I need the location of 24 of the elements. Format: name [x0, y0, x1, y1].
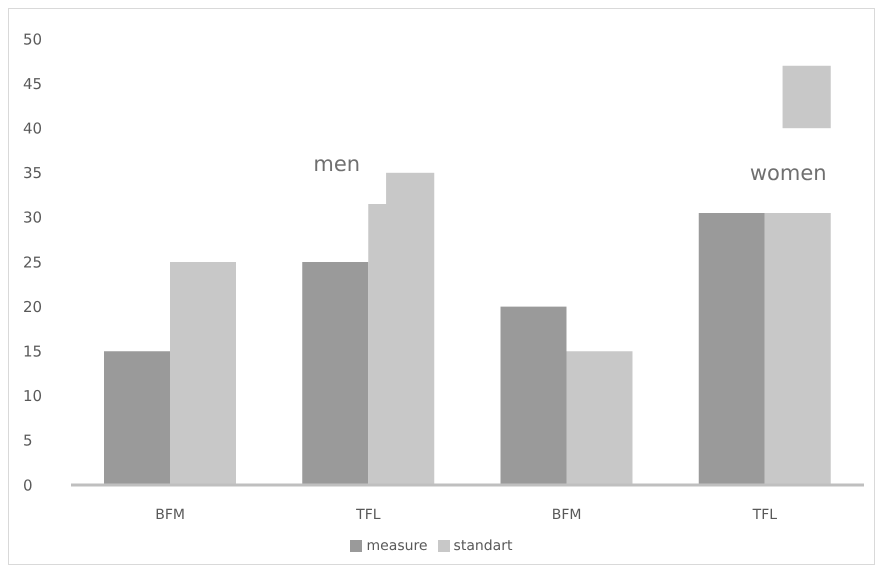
x-tick-label: BFM [552, 506, 582, 523]
bar [302, 262, 368, 485]
legend-label: measure [366, 538, 428, 554]
y-tick-label: 10 [23, 387, 42, 406]
y-tick-label: 30 [23, 208, 42, 227]
annotation: men [313, 152, 360, 176]
y-tick-label: 15 [23, 342, 42, 361]
bar [104, 351, 170, 485]
annotation: women [750, 160, 827, 184]
bar [500, 306, 566, 485]
y-tick-label: 35 [23, 164, 42, 182]
x-tick-label: TFL [752, 506, 778, 523]
bar [782, 66, 831, 128]
y-tick-label: 40 [23, 120, 42, 138]
legend-label: standart [454, 538, 512, 554]
y-tick-label: 20 [23, 298, 42, 316]
y-tick-label: 45 [23, 74, 42, 93]
y-tick-label: 5 [23, 432, 33, 450]
x-tick-label: BFM [155, 506, 185, 523]
y-tick-label: 25 [23, 253, 42, 272]
y-tick-label: 0 [23, 476, 33, 494]
x-tick-label: TFL [355, 506, 381, 523]
y-tick-label: 50 [23, 30, 42, 48]
bar [698, 212, 765, 485]
